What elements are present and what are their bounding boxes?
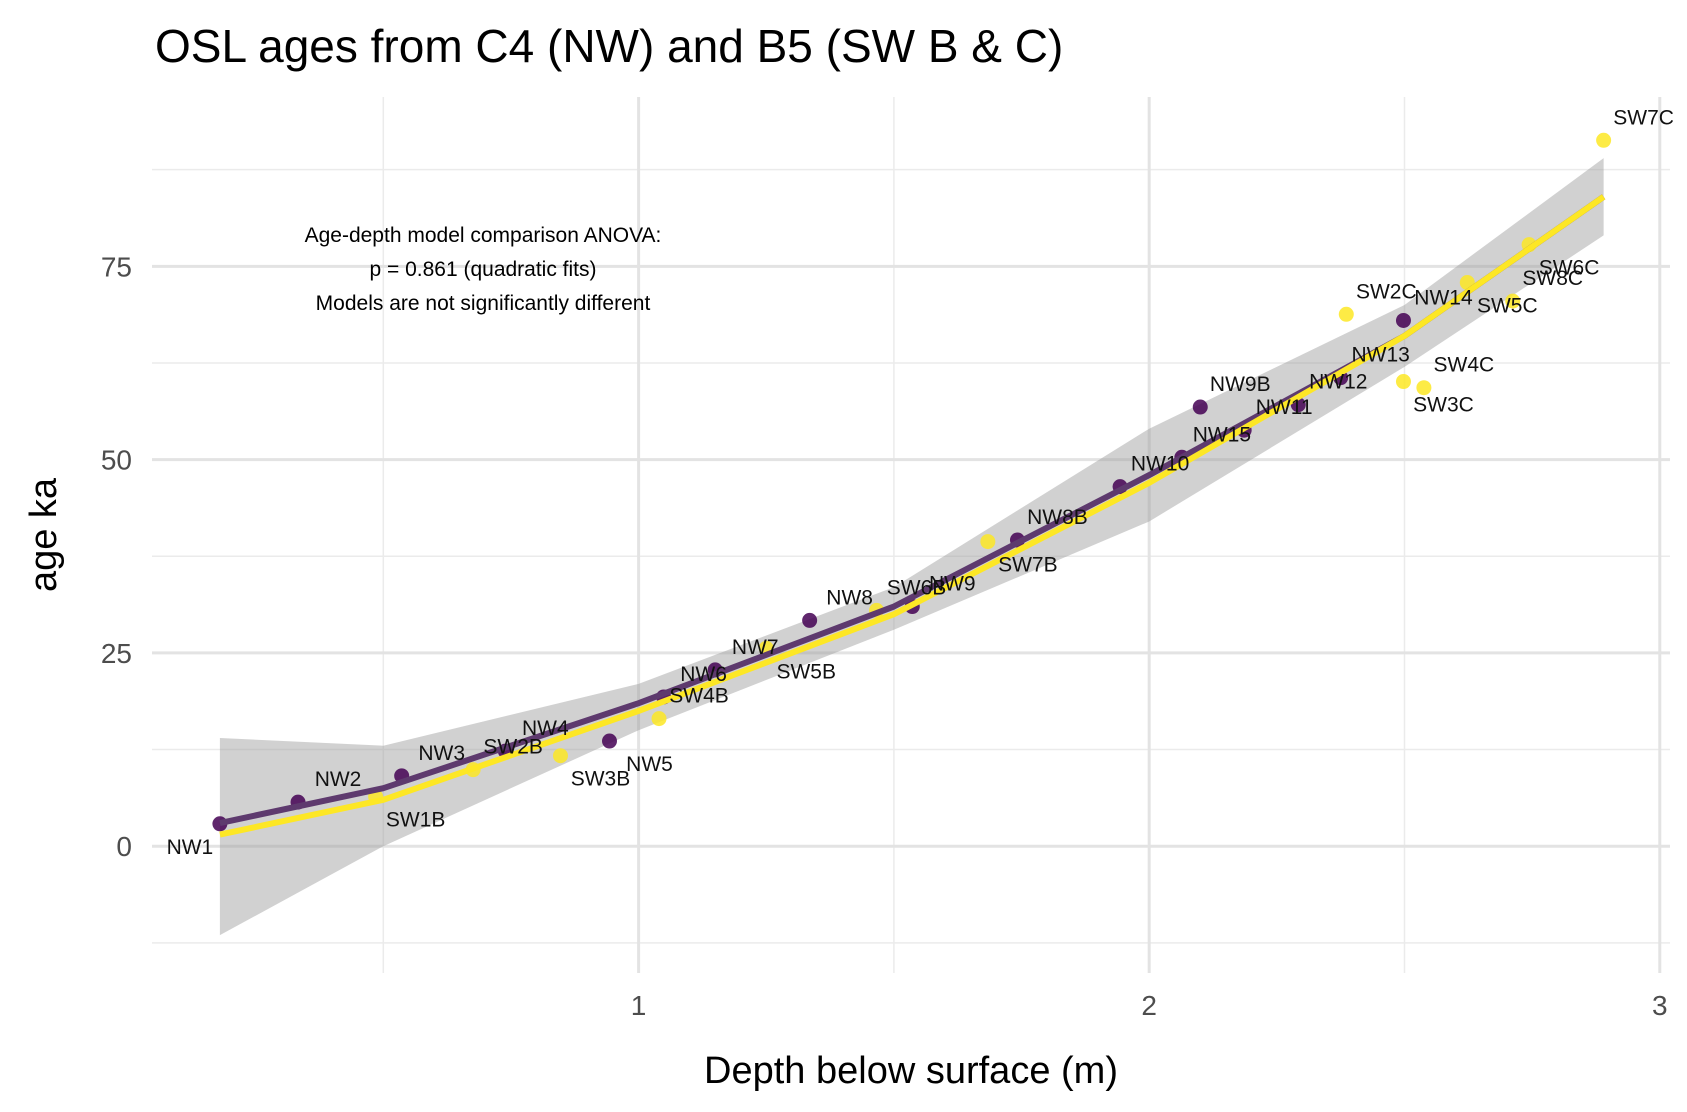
point-label: NW4 — [522, 717, 569, 740]
point-label: SW6C — [1539, 257, 1600, 280]
point-label: NW8B — [1027, 506, 1088, 529]
point-label: NW2 — [315, 768, 362, 791]
data-point — [1192, 399, 1208, 415]
point-label: NW13 — [1351, 344, 1409, 367]
data-point — [1338, 306, 1354, 322]
y-tick-label: 75 — [101, 251, 132, 282]
x-axis-label: Depth below surface (m) — [704, 1050, 1118, 1092]
point-label: NW10 — [1131, 453, 1189, 476]
y-axis-label: age ka — [23, 477, 65, 592]
point-label: SW1B — [386, 809, 446, 832]
point-label: NW3 — [418, 742, 465, 765]
point-label: SW3C — [1413, 394, 1474, 417]
point-label: NW14 — [1414, 286, 1473, 309]
point-label: NW9B — [1210, 373, 1271, 396]
chart-title: OSL ages from C4 (NW) and B5 (SW B & C) — [155, 20, 1063, 72]
point-label: SW4C — [1434, 354, 1495, 377]
y-tick-label: 50 — [101, 445, 132, 476]
point-label: NW15 — [1193, 423, 1251, 446]
x-tick-label: 3 — [1652, 990, 1668, 1021]
x-tick-label: 1 — [631, 990, 647, 1021]
point-label: NW1 — [167, 836, 214, 859]
point-label: NW9 — [929, 573, 976, 596]
data-point — [980, 534, 996, 550]
data-point — [1416, 380, 1432, 396]
point-label: SW7B — [998, 554, 1058, 577]
y-tick-label: 25 — [101, 638, 132, 669]
point-label: SW8C — [1522, 267, 1583, 290]
point-label: NW7 — [732, 636, 779, 659]
point-label: SW2B — [483, 736, 543, 759]
data-point — [1505, 293, 1521, 309]
data-point — [552, 748, 568, 764]
point-label: SW4B — [669, 685, 729, 708]
data-point — [601, 733, 617, 749]
point-label: SW2C — [1356, 280, 1417, 303]
point-label: SW6B — [887, 576, 947, 599]
annotation: p = 0.861 (quadratic fits) — [369, 258, 596, 281]
point-label: NW5 — [626, 753, 673, 776]
point-label: NW6 — [680, 663, 727, 686]
y-tick-label: 0 — [116, 831, 132, 862]
x-tick-label: 2 — [1141, 990, 1157, 1021]
data-point — [1596, 132, 1612, 148]
data-point — [1395, 374, 1411, 390]
data-point — [802, 612, 818, 628]
fit-line — [219, 194, 1606, 838]
point-label: SW5C — [1477, 295, 1538, 318]
annotation: Models are not significantly different — [316, 292, 651, 315]
point-label: SW3B — [571, 768, 631, 791]
annotation: Age-depth model comparison ANOVA: — [305, 224, 662, 247]
data-point — [651, 711, 667, 727]
point-label: NW8 — [826, 586, 873, 609]
point-label: SW5B — [776, 660, 836, 683]
point-label: SW7C — [1613, 106, 1674, 129]
point-label: NW11 — [1256, 396, 1313, 419]
confidence-band — [219, 158, 1604, 936]
data-point — [1395, 312, 1411, 328]
plot-area — [152, 97, 1670, 973]
point-label: NW12 — [1309, 371, 1367, 394]
